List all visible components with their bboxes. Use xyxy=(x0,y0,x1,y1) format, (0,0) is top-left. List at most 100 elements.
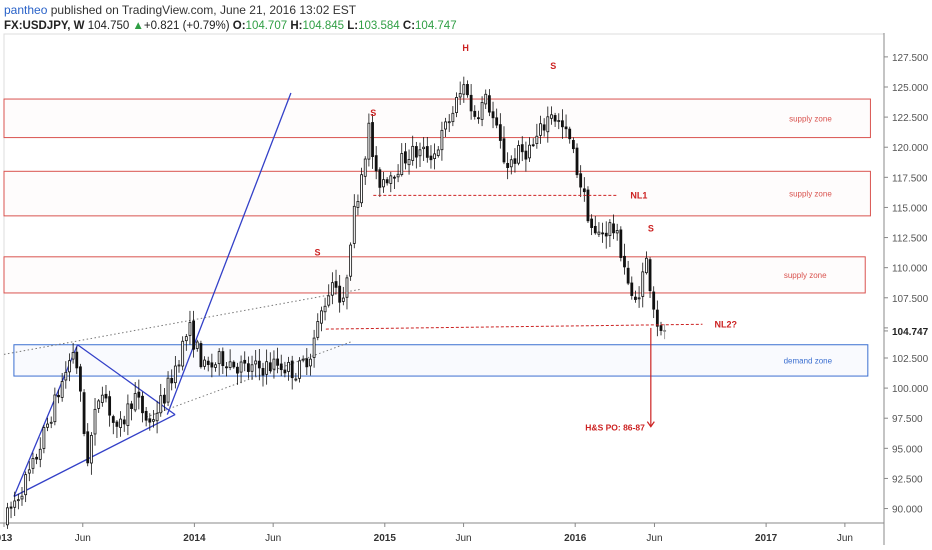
candle xyxy=(425,146,429,158)
y-tick-label: 127.500 xyxy=(892,53,929,64)
candle xyxy=(5,507,9,526)
candle xyxy=(539,123,542,136)
candle xyxy=(593,225,597,234)
candle xyxy=(323,305,327,313)
candle xyxy=(619,229,623,258)
candle xyxy=(502,138,506,163)
candle xyxy=(429,155,433,161)
candle xyxy=(349,244,353,277)
candle xyxy=(612,223,615,234)
candle xyxy=(422,146,426,150)
x-tick-label: Jun xyxy=(455,533,471,544)
candle xyxy=(89,434,93,464)
candle xyxy=(71,352,75,360)
candle xyxy=(535,135,539,145)
candle xyxy=(287,361,290,372)
candle xyxy=(166,377,170,403)
trend-line xyxy=(166,92,292,415)
candle xyxy=(338,285,342,303)
candle xyxy=(582,188,586,193)
y-tick-label: 107.500 xyxy=(892,294,929,305)
open-label: O: xyxy=(232,20,246,32)
candle xyxy=(199,343,203,368)
candle xyxy=(49,421,53,424)
candle xyxy=(371,122,374,158)
candle xyxy=(170,377,174,384)
candle xyxy=(195,341,199,349)
candle xyxy=(330,282,334,296)
candle xyxy=(644,257,648,274)
candle xyxy=(455,97,458,113)
candle xyxy=(159,395,163,414)
candle xyxy=(403,151,407,164)
candle xyxy=(484,93,488,105)
candle xyxy=(268,362,272,372)
candle xyxy=(141,395,144,414)
candle xyxy=(27,469,31,474)
close-value: 104.747 xyxy=(415,20,457,32)
candle xyxy=(597,231,601,235)
dotted-trend-line xyxy=(146,340,354,418)
hs-label: S xyxy=(550,61,556,71)
candle xyxy=(418,149,422,157)
neckline-nl2-label: NL2? xyxy=(714,319,737,329)
high-value: 104.845 xyxy=(302,20,345,32)
candle xyxy=(411,145,415,161)
candle xyxy=(327,295,331,306)
candle xyxy=(477,117,480,120)
candle xyxy=(389,175,393,184)
candle xyxy=(626,267,630,284)
candle xyxy=(9,506,13,509)
trend-line xyxy=(13,414,176,498)
candle xyxy=(221,351,225,367)
hs-label: S xyxy=(648,224,654,234)
x-tick-label: Jun xyxy=(837,533,853,544)
candle xyxy=(608,222,612,236)
candle xyxy=(491,111,495,119)
candle xyxy=(466,84,469,96)
y-tick-label: 97.500 xyxy=(892,414,923,425)
candle xyxy=(31,458,35,469)
candle xyxy=(506,162,510,168)
candle xyxy=(184,336,188,342)
candle xyxy=(623,255,626,268)
dotted-trend-line xyxy=(3,288,361,355)
candle xyxy=(334,281,338,288)
candle xyxy=(236,366,239,374)
candle xyxy=(290,360,294,379)
candle xyxy=(97,400,101,409)
hs-label: S xyxy=(370,108,376,118)
candle xyxy=(407,159,411,166)
candle xyxy=(228,361,232,368)
candle xyxy=(579,173,583,188)
candle xyxy=(309,358,312,367)
candle xyxy=(320,310,323,324)
candle xyxy=(206,360,210,366)
candle xyxy=(641,271,645,297)
candle xyxy=(393,176,396,179)
candle xyxy=(513,158,517,164)
candle xyxy=(385,179,389,184)
candle xyxy=(279,363,283,371)
candle xyxy=(575,147,579,176)
candle xyxy=(436,149,440,156)
x-tick-label: 2017 xyxy=(755,533,778,544)
y-tick-label: 92.500 xyxy=(892,474,923,485)
supply-zone xyxy=(3,170,871,217)
candle xyxy=(104,393,108,399)
candle xyxy=(243,359,247,364)
candle xyxy=(203,359,206,367)
candle xyxy=(316,321,320,338)
candle xyxy=(509,159,513,168)
candle xyxy=(119,418,122,428)
candle xyxy=(352,205,356,244)
candle xyxy=(16,499,20,502)
candle xyxy=(550,114,553,119)
low-label: L: xyxy=(347,20,359,32)
arrow-down-icon xyxy=(646,421,655,428)
candle xyxy=(345,277,349,298)
author-name[interactable]: pantheo xyxy=(4,3,48,17)
candle xyxy=(64,371,68,381)
demand-zone-label: demand zone xyxy=(784,356,833,365)
